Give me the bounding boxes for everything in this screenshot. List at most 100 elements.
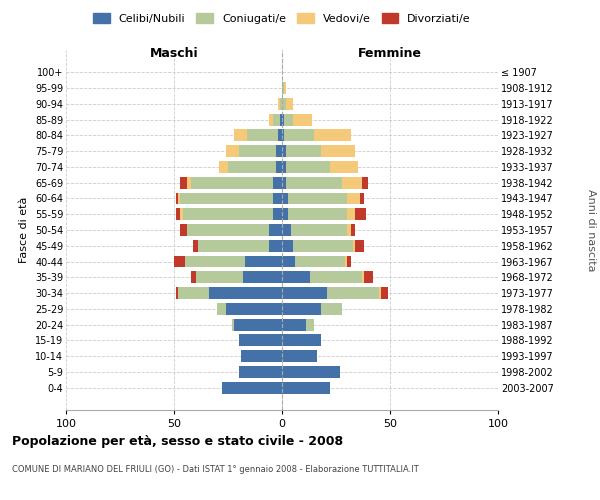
- Bar: [282, 334, 321, 346]
- Bar: [282, 145, 286, 157]
- Text: Maschi: Maschi: [149, 46, 199, 60]
- Bar: [282, 366, 340, 378]
- Bar: [181, 224, 187, 236]
- Bar: [181, 192, 274, 204]
- Bar: [360, 192, 364, 204]
- Bar: [295, 256, 344, 268]
- Bar: [247, 130, 278, 141]
- Bar: [228, 161, 275, 173]
- Bar: [362, 272, 364, 283]
- Bar: [282, 382, 329, 394]
- Bar: [220, 161, 228, 173]
- Bar: [178, 287, 209, 299]
- Bar: [282, 350, 317, 362]
- Bar: [321, 303, 343, 315]
- Bar: [290, 224, 347, 236]
- Bar: [286, 161, 329, 173]
- Legend: Celibi/Nubili, Coniugati/e, Vedovi/e, Divorziati/e: Celibi/Nubili, Coniugati/e, Vedovi/e, Di…: [89, 9, 475, 29]
- Bar: [198, 240, 269, 252]
- Bar: [269, 224, 282, 236]
- Bar: [347, 224, 351, 236]
- Bar: [286, 177, 343, 188]
- Bar: [344, 256, 347, 268]
- Bar: [241, 350, 282, 362]
- Bar: [185, 256, 245, 268]
- Bar: [235, 318, 282, 330]
- Bar: [178, 192, 181, 204]
- Bar: [282, 192, 289, 204]
- Bar: [282, 318, 306, 330]
- Bar: [282, 287, 328, 299]
- Bar: [282, 256, 295, 268]
- Bar: [278, 130, 282, 141]
- Bar: [286, 145, 321, 157]
- Bar: [280, 114, 282, 126]
- Bar: [282, 114, 284, 126]
- Bar: [193, 240, 198, 252]
- Bar: [282, 161, 286, 173]
- Bar: [286, 98, 293, 110]
- Bar: [351, 224, 355, 236]
- Bar: [217, 303, 226, 315]
- Y-axis label: Fasce di età: Fasce di età: [19, 197, 29, 263]
- Bar: [293, 240, 353, 252]
- Bar: [282, 82, 284, 94]
- Bar: [278, 98, 280, 110]
- Bar: [355, 208, 366, 220]
- Bar: [289, 192, 347, 204]
- Bar: [284, 114, 293, 126]
- Bar: [243, 272, 282, 283]
- Bar: [284, 130, 314, 141]
- Bar: [269, 114, 274, 126]
- Bar: [191, 177, 274, 188]
- Bar: [191, 272, 196, 283]
- Bar: [239, 145, 275, 157]
- Bar: [347, 256, 351, 268]
- Bar: [382, 287, 388, 299]
- Bar: [176, 287, 178, 299]
- Bar: [289, 208, 347, 220]
- Bar: [306, 318, 314, 330]
- Bar: [235, 130, 247, 141]
- Bar: [182, 208, 274, 220]
- Bar: [181, 177, 187, 188]
- Bar: [274, 208, 282, 220]
- Bar: [232, 318, 235, 330]
- Bar: [174, 256, 185, 268]
- Text: Popolazione per età, sesso e stato civile - 2008: Popolazione per età, sesso e stato civil…: [12, 435, 343, 448]
- Bar: [347, 192, 360, 204]
- Bar: [280, 98, 282, 110]
- Bar: [226, 303, 282, 315]
- Bar: [321, 145, 355, 157]
- Bar: [364, 272, 373, 283]
- Bar: [282, 130, 284, 141]
- Text: Anni di nascita: Anni di nascita: [586, 188, 596, 271]
- Bar: [176, 208, 181, 220]
- Bar: [353, 240, 355, 252]
- Bar: [275, 161, 282, 173]
- Bar: [282, 240, 293, 252]
- Bar: [221, 382, 282, 394]
- Bar: [328, 287, 379, 299]
- Bar: [282, 272, 310, 283]
- Bar: [293, 114, 312, 126]
- Bar: [226, 145, 239, 157]
- Bar: [275, 145, 282, 157]
- Bar: [343, 177, 362, 188]
- Text: Femmine: Femmine: [358, 46, 422, 60]
- Bar: [355, 240, 364, 252]
- Bar: [274, 114, 280, 126]
- Bar: [310, 272, 362, 283]
- Bar: [379, 287, 382, 299]
- Bar: [282, 98, 286, 110]
- Bar: [347, 208, 355, 220]
- Bar: [187, 224, 269, 236]
- Bar: [176, 192, 178, 204]
- Bar: [282, 208, 289, 220]
- Bar: [274, 177, 282, 188]
- Bar: [187, 177, 191, 188]
- Bar: [245, 256, 282, 268]
- Bar: [209, 287, 282, 299]
- Bar: [284, 82, 286, 94]
- Bar: [329, 161, 358, 173]
